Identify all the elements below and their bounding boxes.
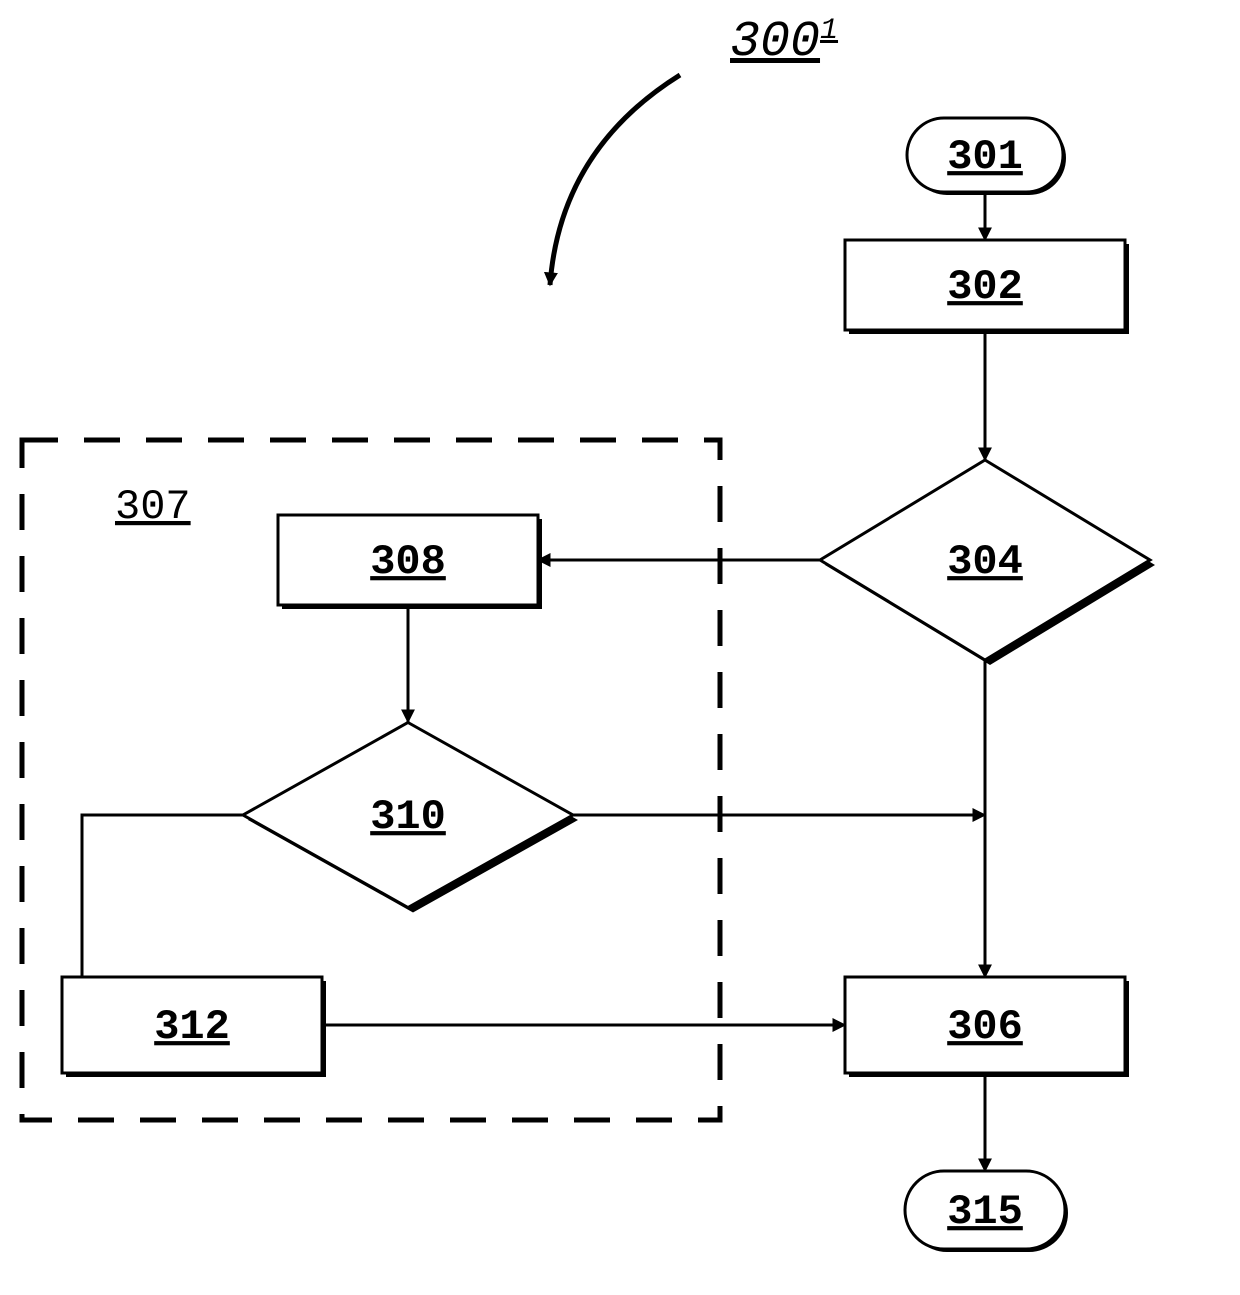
node-n306-label: 306 — [947, 1003, 1023, 1051]
node-n308-label: 308 — [370, 538, 446, 586]
pointer-arrow — [550, 75, 680, 285]
node-n315-label: 315 — [947, 1188, 1023, 1236]
group-307-label: 307 — [115, 483, 191, 531]
node-n301-label: 301 — [947, 133, 1023, 181]
edge-6 — [82, 815, 243, 977]
figure-ref: 3001 — [730, 14, 838, 71]
node-n312-label: 312 — [154, 1003, 230, 1051]
node-n310-label: 310 — [370, 793, 446, 841]
node-n304-label: 304 — [947, 538, 1023, 586]
node-n302-label: 302 — [947, 263, 1023, 311]
